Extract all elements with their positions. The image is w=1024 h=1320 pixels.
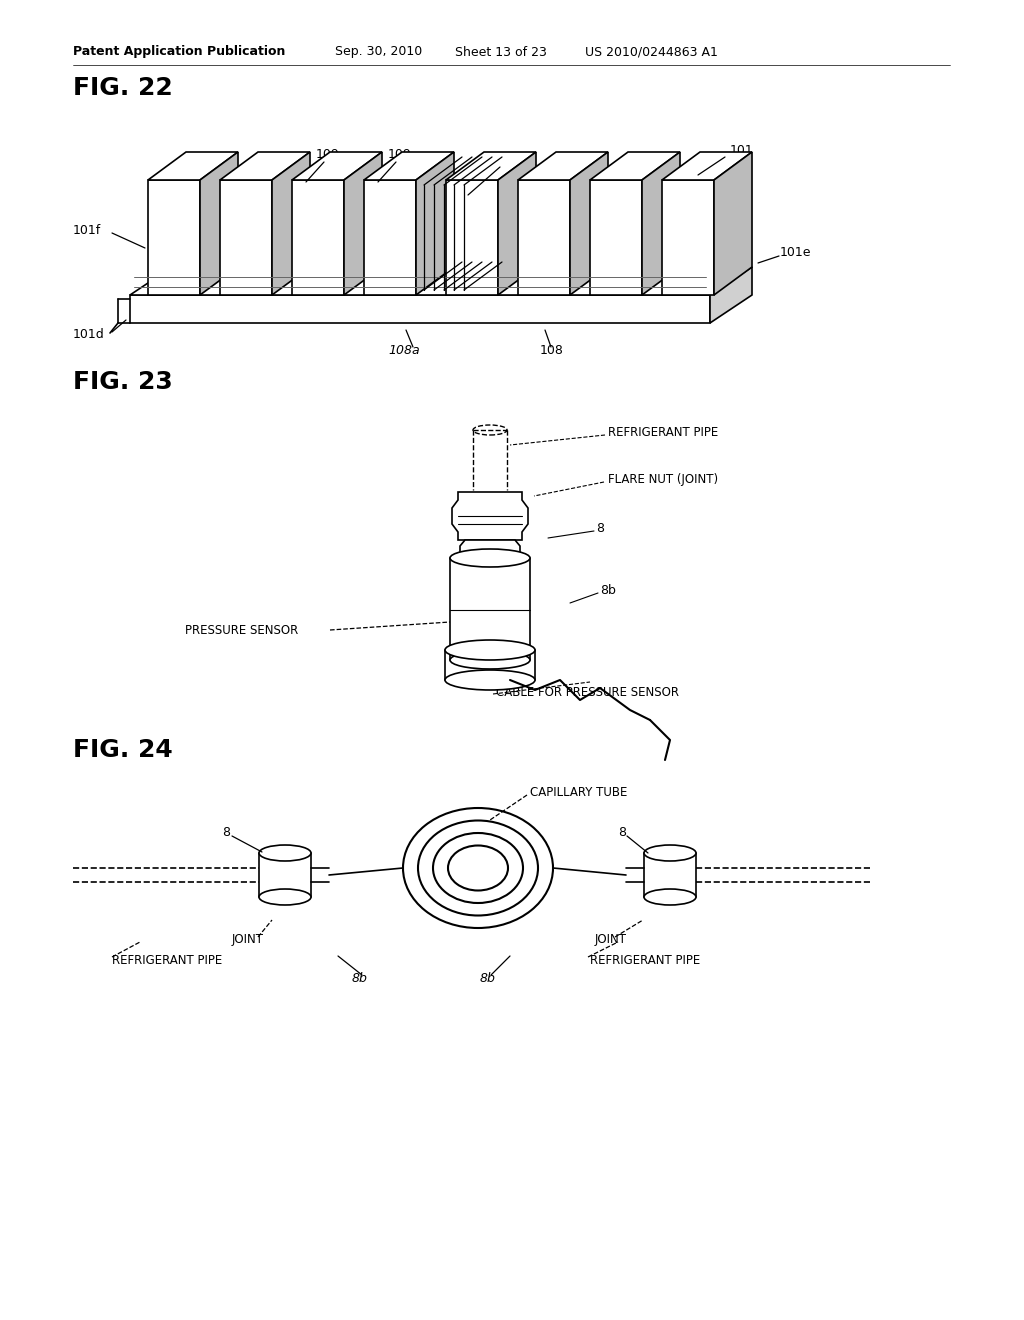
Ellipse shape	[259, 845, 311, 861]
Polygon shape	[220, 152, 310, 180]
Text: 8: 8	[222, 825, 230, 838]
Text: Sheet 13 of 23: Sheet 13 of 23	[455, 45, 547, 58]
Text: Patent Application Publication: Patent Application Publication	[73, 45, 286, 58]
Text: PRESSURE SENSOR: PRESSURE SENSOR	[185, 623, 298, 636]
Ellipse shape	[644, 888, 696, 906]
Polygon shape	[416, 152, 454, 294]
Polygon shape	[148, 152, 238, 180]
Text: 108a: 108a	[388, 343, 420, 356]
Ellipse shape	[450, 549, 530, 568]
Text: 101: 101	[730, 144, 754, 157]
Polygon shape	[272, 152, 310, 294]
Text: FIG. 24: FIG. 24	[73, 738, 173, 762]
Text: 8b: 8b	[352, 972, 368, 985]
Polygon shape	[292, 152, 382, 180]
Ellipse shape	[450, 651, 530, 669]
Text: FIG. 22: FIG. 22	[73, 77, 173, 100]
Polygon shape	[292, 180, 344, 294]
Text: US 2010/0244863 A1: US 2010/0244863 A1	[585, 45, 718, 58]
Polygon shape	[364, 152, 454, 180]
Ellipse shape	[445, 640, 535, 660]
Polygon shape	[498, 152, 536, 294]
Polygon shape	[452, 492, 528, 540]
Polygon shape	[130, 294, 710, 323]
Text: 109: 109	[316, 149, 340, 161]
Text: REFRIGERANT PIPE: REFRIGERANT PIPE	[608, 425, 718, 438]
Polygon shape	[148, 180, 200, 294]
Ellipse shape	[445, 671, 535, 690]
Text: REFRIGERANT PIPE: REFRIGERANT PIPE	[590, 953, 700, 966]
Polygon shape	[130, 267, 752, 294]
Text: JOINT: JOINT	[232, 933, 264, 946]
Text: 101e: 101e	[780, 246, 811, 259]
Text: REFRIGERANT PIPE: REFRIGERANT PIPE	[112, 953, 222, 966]
Polygon shape	[590, 152, 680, 180]
Polygon shape	[518, 180, 570, 294]
Polygon shape	[710, 267, 752, 323]
Ellipse shape	[259, 888, 311, 906]
Polygon shape	[714, 152, 752, 294]
Text: CAPILLARY TUBE: CAPILLARY TUBE	[530, 785, 628, 799]
Polygon shape	[642, 152, 680, 294]
Ellipse shape	[644, 845, 696, 861]
Polygon shape	[662, 180, 714, 294]
Polygon shape	[344, 152, 382, 294]
Polygon shape	[446, 152, 536, 180]
Text: FLARE NUT (JOINT): FLARE NUT (JOINT)	[608, 474, 718, 487]
Polygon shape	[446, 180, 498, 294]
Polygon shape	[590, 180, 642, 294]
Text: 8: 8	[618, 825, 626, 838]
Text: 8: 8	[596, 521, 604, 535]
Text: 8b: 8b	[600, 583, 615, 597]
Polygon shape	[200, 152, 238, 294]
Text: JOINT: JOINT	[595, 933, 627, 946]
Polygon shape	[518, 152, 608, 180]
Text: 101f: 101f	[73, 223, 101, 236]
Polygon shape	[460, 540, 520, 558]
Text: 109: 109	[388, 149, 412, 161]
Polygon shape	[662, 152, 752, 180]
Text: CABLE FOR PRESSURE SENSOR: CABLE FOR PRESSURE SENSOR	[496, 685, 679, 698]
Text: 101d: 101d	[73, 329, 104, 342]
Text: 102: 102	[488, 153, 512, 166]
Text: 8b: 8b	[480, 972, 496, 985]
Text: FIG. 23: FIG. 23	[73, 370, 173, 393]
Polygon shape	[364, 180, 416, 294]
Polygon shape	[570, 152, 608, 294]
Text: 108: 108	[540, 343, 564, 356]
Text: Sep. 30, 2010: Sep. 30, 2010	[335, 45, 422, 58]
Polygon shape	[220, 180, 272, 294]
